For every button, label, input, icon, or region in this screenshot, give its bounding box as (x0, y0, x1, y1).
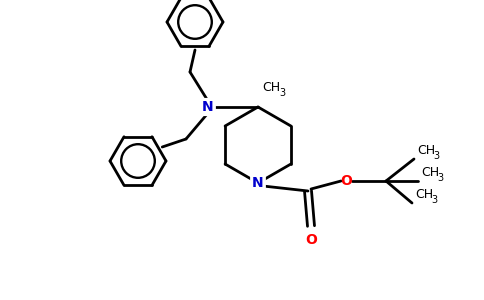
Text: 3: 3 (431, 195, 437, 205)
Text: 3: 3 (433, 151, 439, 161)
Text: CH: CH (262, 81, 280, 94)
Text: CH: CH (417, 144, 435, 157)
Text: N: N (202, 100, 214, 114)
Text: O: O (340, 174, 352, 188)
Text: 3: 3 (437, 173, 443, 183)
Text: CH: CH (421, 166, 439, 179)
Text: 3: 3 (279, 88, 285, 98)
Text: N: N (252, 176, 264, 190)
Text: O: O (305, 233, 317, 247)
Text: CH: CH (415, 188, 433, 201)
